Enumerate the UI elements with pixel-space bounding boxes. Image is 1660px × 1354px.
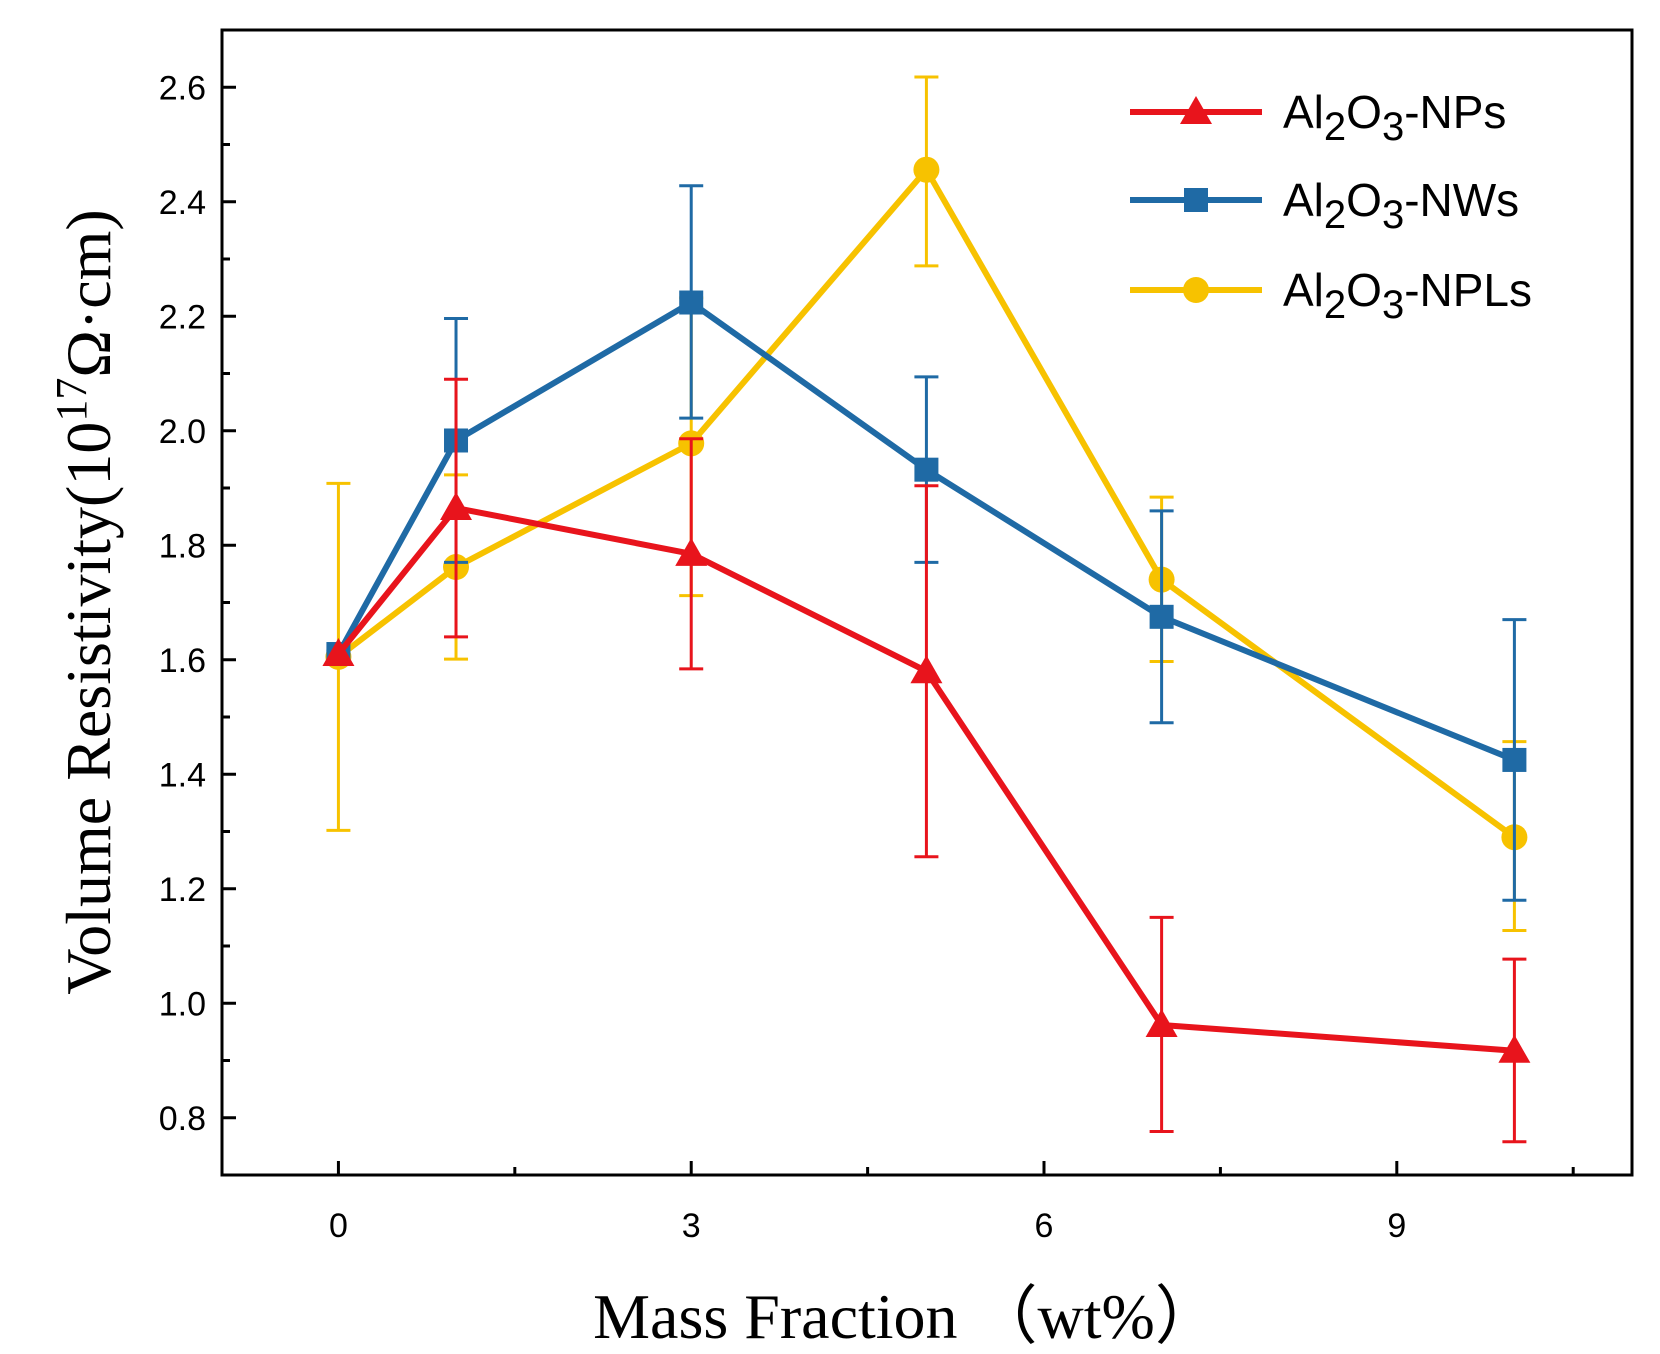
x-tick-label: 6 [1035, 1207, 1054, 1245]
legend-marker [1183, 277, 1209, 303]
y-tick-label: 2.0 [159, 413, 206, 451]
y-axis-title-exponent: 17 [47, 378, 96, 422]
legend-label-subscript: 3 [1382, 105, 1404, 149]
y-tick-label: 1.4 [159, 756, 206, 794]
x-tick-label: 0 [329, 1207, 348, 1245]
legend-label: Al2O3-NPs [1283, 86, 1506, 149]
y-tick-label: 2.6 [159, 69, 206, 107]
y-axis: 0.8 1.0 1.2 1.4 1.6 1.8 2.0 2.2 2.4 2.6 [159, 69, 236, 1138]
legend-label-part: O [1346, 86, 1382, 138]
legend-label-subscript: 2 [1324, 193, 1346, 237]
legend-label-part: -NPLs [1404, 264, 1532, 316]
legend-label-subscript: 3 [1382, 283, 1404, 327]
legend-label-subscript: 2 [1324, 283, 1346, 327]
legend-entry: Al2O3-NPLs [1130, 264, 1532, 327]
data-point [675, 537, 708, 566]
legend-label-part: Al [1283, 174, 1324, 226]
legend-label-part: Al [1283, 86, 1324, 138]
y-tick-label: 1.6 [159, 642, 206, 680]
data-point [913, 156, 940, 183]
y-tick-label: 1.0 [159, 985, 206, 1023]
y-axis-title-suffix: Ω·cm) [53, 209, 124, 377]
y-axis-title: Volume Resistivity(1017Ω·cm) [47, 209, 124, 994]
legend-label-part: O [1346, 174, 1382, 226]
data-point [322, 638, 355, 667]
data-point [1149, 604, 1174, 629]
data-point [910, 655, 943, 684]
legend-label-part: -NPs [1404, 86, 1506, 138]
x-axis: 0 3 6 9 [329, 1161, 1575, 1245]
data-point [679, 290, 704, 315]
y-tick-label: 1.8 [159, 527, 206, 565]
series-line [336, 505, 1515, 1054]
data-point [1498, 1034, 1531, 1063]
data-point [914, 457, 939, 482]
legend-label-part: O [1346, 264, 1382, 316]
legend-marker [1184, 188, 1208, 212]
legend-label-part: -NWs [1404, 174, 1519, 226]
y-axis-title-prefix: Volume Resistivity(10 [53, 422, 124, 995]
legend-entry: Al2O3-NWs [1130, 174, 1519, 237]
data-point [1145, 1009, 1178, 1038]
x-axis-title: Mass Fraction （wt%） [593, 1281, 1219, 1352]
legend-entry: Al2O3-NPs [1130, 86, 1506, 149]
data-point [440, 492, 473, 521]
legend-label-subscript: 2 [1324, 105, 1346, 149]
legend-label-part: Al [1283, 264, 1324, 316]
legend-label: Al2O3-NPLs [1283, 264, 1532, 327]
x-tick-label: 9 [1387, 1207, 1406, 1245]
legend-marker [1180, 96, 1212, 124]
legend-label-subscript: 3 [1382, 193, 1404, 237]
y-tick-label: 2.4 [159, 184, 206, 222]
data-point [1502, 747, 1527, 772]
series-line [336, 166, 1517, 840]
series-triangle [322, 377, 1531, 1144]
series-line [335, 299, 1516, 763]
x-tick-label: 3 [682, 1207, 701, 1245]
legend-label: Al2O3-NWs [1283, 174, 1519, 237]
series-layer [322, 75, 1531, 1144]
y-tick-label: 0.8 [159, 1100, 206, 1138]
y-tick-label: 2.2 [159, 298, 206, 336]
y-tick-label: 1.2 [159, 871, 206, 909]
